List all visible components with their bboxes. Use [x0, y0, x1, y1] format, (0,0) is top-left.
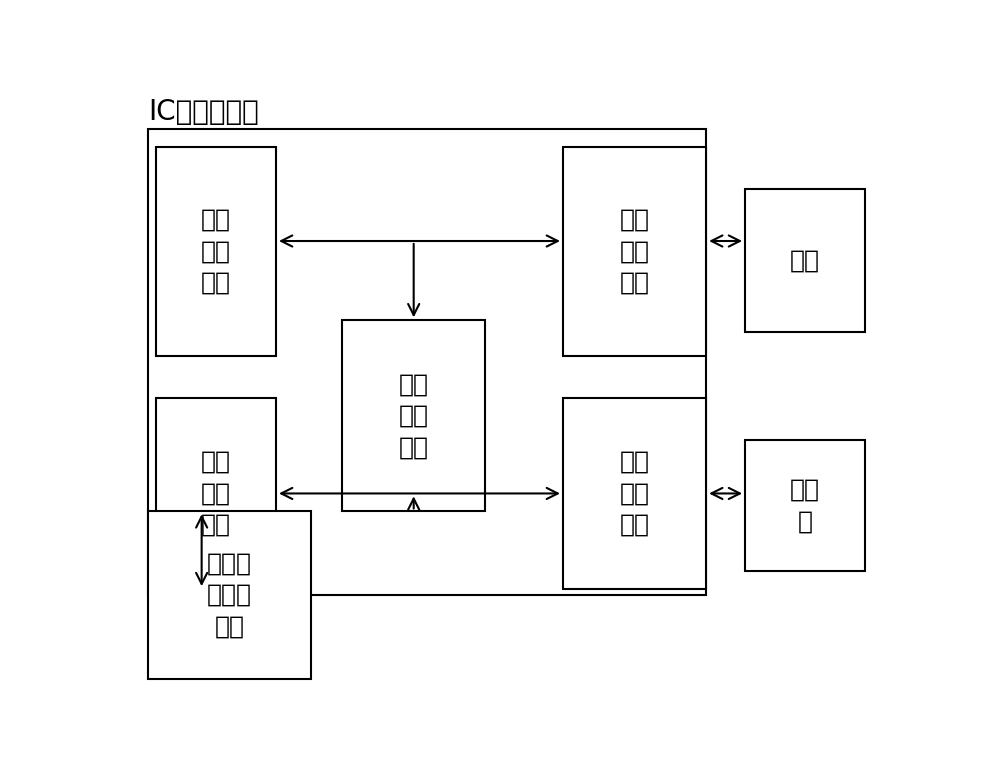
Bar: [342, 320, 485, 511]
Text: IC半导体芯片: IC半导体芯片: [148, 98, 259, 126]
Text: 能量
控制
模块: 能量 控制 模块: [620, 450, 650, 537]
Bar: [563, 398, 706, 589]
Text: 管理部
门数据
库等: 管理部 门数据 库等: [207, 552, 252, 639]
Bar: [563, 147, 706, 356]
Text: 中央
处理
模块: 中央 处理 模块: [399, 372, 429, 459]
Bar: [148, 129, 706, 595]
Text: 能量
层: 能量 层: [790, 477, 820, 533]
Text: 天线
收发
模块: 天线 收发 模块: [620, 208, 650, 295]
Bar: [148, 511, 311, 679]
Bar: [745, 440, 865, 571]
Bar: [156, 147, 276, 356]
Text: 通信
协议
模块: 通信 协议 模块: [201, 450, 231, 537]
Text: 信息
储存
模块: 信息 储存 模块: [201, 208, 231, 295]
Text: 天线: 天线: [790, 248, 820, 272]
Bar: [745, 189, 865, 332]
Bar: [156, 398, 276, 589]
